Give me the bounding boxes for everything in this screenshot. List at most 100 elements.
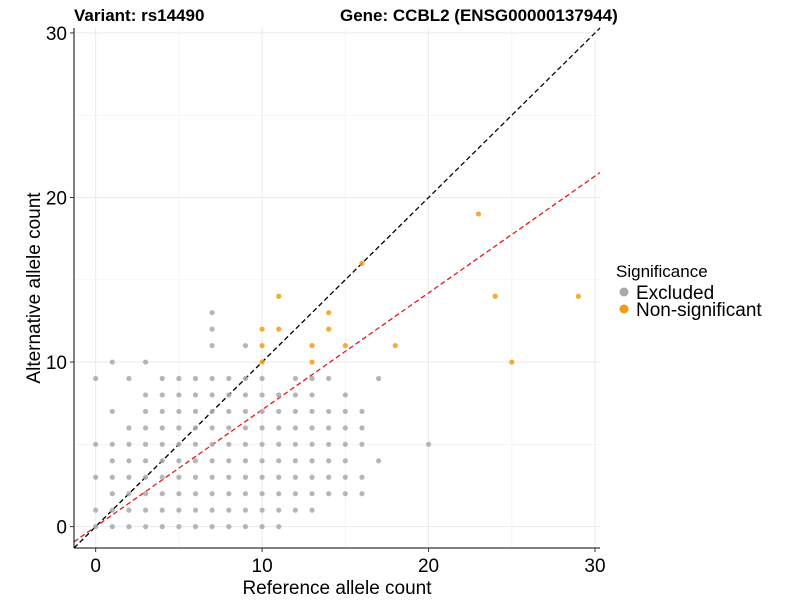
point-excluded <box>309 441 315 447</box>
point-excluded <box>309 425 315 431</box>
point-excluded <box>359 425 365 431</box>
point-non-significant <box>326 310 332 316</box>
y-tick-label: 20 <box>46 188 67 209</box>
point-excluded <box>192 524 199 530</box>
point-excluded <box>93 474 99 480</box>
point-excluded <box>109 491 115 497</box>
point-excluded <box>242 458 249 464</box>
point-excluded <box>176 392 182 398</box>
point-excluded <box>142 458 149 464</box>
point-excluded <box>176 441 182 447</box>
point-excluded <box>309 458 315 464</box>
point-excluded <box>93 375 99 382</box>
legend-marker-non-significant <box>619 304 629 314</box>
point-excluded <box>109 524 115 530</box>
point-excluded <box>242 375 249 382</box>
y-tick-label: 0 <box>56 518 67 539</box>
point-excluded <box>209 408 215 415</box>
point-excluded <box>142 507 149 513</box>
point-excluded <box>226 408 232 415</box>
data-points <box>93 211 581 530</box>
point-excluded <box>192 392 199 398</box>
point-excluded <box>326 375 332 382</box>
point-excluded <box>342 441 348 447</box>
legend-label-non-significant: Non-significant <box>636 300 762 321</box>
point-excluded <box>259 392 265 398</box>
point-excluded <box>142 359 149 365</box>
point-excluded <box>226 425 232 431</box>
point-excluded <box>226 524 232 530</box>
point-excluded <box>109 458 115 464</box>
point-excluded <box>242 392 249 398</box>
point-excluded <box>226 392 232 398</box>
point-excluded <box>259 441 265 447</box>
point-excluded <box>209 342 215 349</box>
point-excluded <box>209 326 215 332</box>
axes <box>73 28 600 549</box>
point-excluded <box>276 524 282 530</box>
point-excluded <box>109 408 115 415</box>
point-excluded <box>276 425 282 431</box>
point-excluded <box>176 491 182 497</box>
point-excluded <box>326 441 332 447</box>
point-excluded <box>276 458 282 464</box>
point-excluded <box>259 474 265 480</box>
point-excluded <box>342 458 348 464</box>
point-excluded <box>342 392 348 398</box>
point-excluded <box>159 458 165 464</box>
point-non-significant <box>259 359 265 365</box>
point-excluded <box>159 524 165 530</box>
point-excluded <box>292 458 298 464</box>
point-excluded <box>192 375 199 382</box>
point-excluded <box>259 507 265 513</box>
point-excluded <box>242 474 249 480</box>
point-excluded <box>126 474 132 480</box>
point-excluded <box>242 342 249 349</box>
point-excluded <box>242 408 249 415</box>
point-excluded <box>359 408 365 415</box>
point-excluded <box>259 458 265 464</box>
point-excluded <box>326 474 332 480</box>
point-excluded <box>192 491 199 497</box>
point-excluded <box>176 425 182 431</box>
point-excluded <box>159 507 165 513</box>
point-non-significant <box>575 293 581 299</box>
point-excluded <box>326 408 332 415</box>
point-excluded <box>259 408 265 415</box>
point-non-significant <box>276 326 282 332</box>
point-excluded <box>226 491 232 497</box>
point-excluded <box>176 507 182 513</box>
point-excluded <box>259 425 265 431</box>
point-excluded <box>126 441 132 447</box>
point-non-significant <box>475 211 482 217</box>
x-axis-label: Reference allele count <box>242 578 432 599</box>
point-excluded <box>309 491 315 497</box>
point-excluded <box>176 458 182 464</box>
point-excluded <box>226 474 232 480</box>
point-excluded <box>342 425 348 431</box>
point-excluded <box>292 474 298 480</box>
point-excluded <box>359 491 365 497</box>
point-excluded <box>142 491 149 497</box>
point-excluded <box>176 375 182 382</box>
point-excluded <box>292 441 298 447</box>
point-excluded <box>126 507 132 513</box>
reference-lines <box>73 27 601 549</box>
point-non-significant <box>359 260 365 266</box>
point-excluded <box>209 474 215 480</box>
point-excluded <box>159 375 165 382</box>
point-excluded <box>93 441 99 447</box>
chart-title-gene: Gene: CCBL2 (ENSG00000137944) <box>340 6 618 25</box>
point-excluded <box>126 524 132 530</box>
x-tick-label: 10 <box>252 556 273 577</box>
point-non-significant <box>392 342 398 349</box>
point-non-significant <box>259 326 265 332</box>
point-excluded <box>192 441 199 447</box>
point-excluded <box>309 507 315 513</box>
point-excluded <box>276 474 282 480</box>
x-tick-label: 0 <box>90 556 101 577</box>
point-excluded <box>142 441 149 447</box>
point-excluded <box>176 408 182 415</box>
point-excluded <box>292 375 298 382</box>
x-tick-label: 30 <box>584 556 605 577</box>
